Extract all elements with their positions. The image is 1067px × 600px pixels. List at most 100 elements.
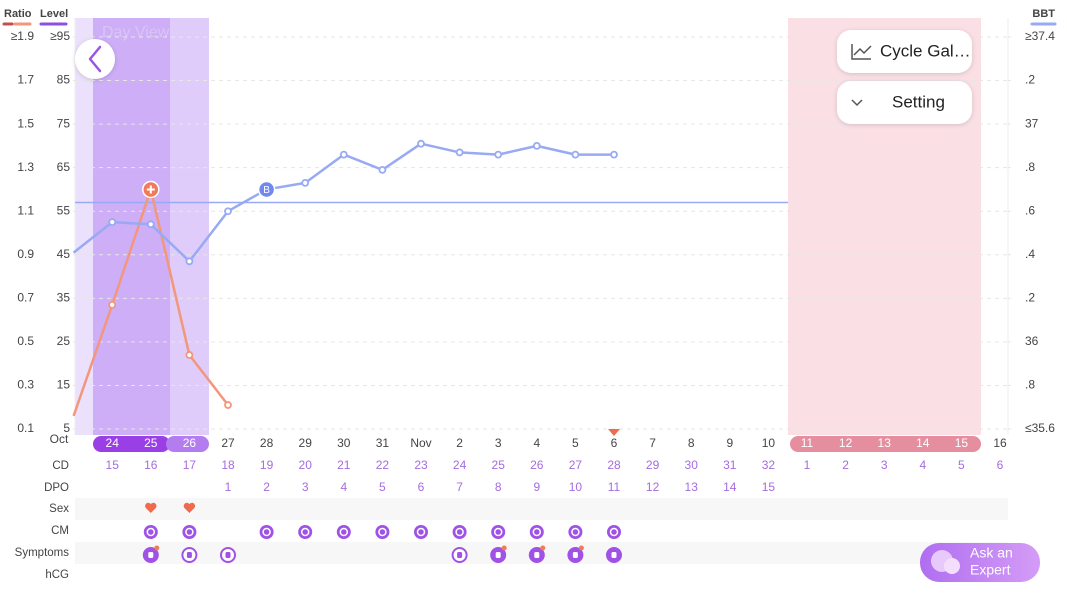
dpo-value: 11 (608, 480, 621, 494)
cd-value: 28 (607, 458, 621, 472)
point (301, 179, 310, 187)
y-tick-label: 0.7 (17, 291, 34, 305)
row-stripe (75, 498, 1008, 520)
x-tick-label: 26 (183, 436, 197, 450)
x-tick-label: 7 (649, 436, 656, 450)
point (378, 165, 387, 174)
y-tick-label: 0.1 (17, 421, 34, 435)
cd-value: 27 (569, 458, 583, 472)
y2-tick-label: .4 (1025, 247, 1035, 261)
point (224, 207, 232, 216)
y-tick-label: 0.9 (17, 247, 34, 261)
sex-icon (183, 502, 196, 513)
cd-value: 4 (919, 458, 926, 472)
cm-icon (375, 525, 390, 539)
point (571, 150, 580, 159)
cd-value: 1 (804, 458, 811, 472)
cm-icon (143, 525, 158, 539)
level-tick-label: 55 (57, 203, 71, 217)
point (185, 257, 194, 266)
back-button[interactable] (75, 39, 115, 79)
cycle-button[interactable]: Cycle Gal… (837, 30, 972, 73)
x-tick-label: 8 (688, 436, 695, 450)
bbt-marker (257, 180, 276, 199)
cd-value: 5 (958, 458, 965, 472)
point (224, 401, 232, 409)
cm-icon (568, 525, 583, 539)
y2-tick-label: ≤35.6 (1025, 421, 1055, 435)
cd-value: 31 (723, 458, 737, 472)
dpo-value: 12 (646, 480, 660, 494)
symptom-dot (501, 545, 507, 551)
expert-button[interactable]: Ask an Expert (920, 543, 1040, 582)
x-tick-label: 10 (762, 436, 776, 450)
setting-button[interactable]: Setting (837, 81, 972, 124)
cm-icon-inner (339, 527, 349, 537)
x-tick-label: 14 (916, 436, 930, 450)
legend-label: BBT (1032, 8, 1055, 20)
y-tick-label: ≥1.9 (11, 29, 35, 43)
cd-value: 21 (337, 458, 351, 472)
dpo-value: 3 (302, 480, 309, 494)
point (108, 218, 117, 227)
symptom-icon-inner (148, 552, 154, 558)
y-tick-label: 1.1 (17, 203, 34, 217)
x-tick-label: 15 (955, 436, 969, 450)
cm-icon (259, 525, 274, 539)
dpo-value: 10 (569, 480, 583, 494)
cm-icon-inner (262, 527, 271, 537)
cd-value: 24 (453, 458, 467, 472)
band (170, 18, 209, 435)
dpo-value: 5 (379, 480, 386, 494)
cd-value: 22 (376, 458, 390, 472)
cm-icon-inner (378, 527, 387, 537)
symptom-dot (578, 545, 584, 551)
cd-value: 32 (762, 458, 776, 472)
y2-tick-label: .8 (1025, 378, 1035, 392)
dpo-value: 4 (340, 480, 347, 494)
cm-icon (529, 525, 544, 539)
x-tick-label: 12 (839, 436, 853, 450)
point (339, 150, 348, 159)
point (610, 150, 618, 159)
button-label: Ask an (970, 545, 1013, 561)
x-tick-label: 25 (144, 436, 158, 450)
symptom-icon-inner (572, 552, 578, 558)
x-tick-label: 11 (801, 436, 814, 450)
dpo-value: 15 (762, 480, 776, 494)
level-tick-label: 75 (57, 116, 71, 130)
level-tick-label: 5 (63, 421, 70, 435)
dpo-value: 1 (225, 480, 232, 494)
dpo-value: 2 (263, 480, 270, 494)
button-label: Expert (970, 562, 1011, 578)
x-tick-label: 5 (572, 436, 579, 450)
point (455, 148, 464, 157)
cm-icon (607, 525, 621, 539)
x-tick-label: 2 (456, 436, 463, 450)
row-label: Symptoms (15, 547, 70, 559)
row-label: Sex (49, 503, 69, 515)
cm-icon-inner (609, 527, 619, 537)
y2-tick-label: 37 (1025, 116, 1039, 130)
cm-icon-inner (571, 527, 580, 537)
cd-value: 23 (414, 458, 428, 472)
cm-icon-inner (416, 527, 426, 537)
day-view-label: Day View (102, 24, 170, 41)
x-tick-label: 4 (533, 436, 540, 450)
x-tick-label: 31 (376, 436, 390, 450)
cm-icon-inner (300, 527, 310, 537)
cd-value: 20 (299, 458, 313, 472)
cd-value: 26 (530, 458, 544, 472)
x-tick-label: 28 (260, 436, 274, 450)
cm-icon (336, 525, 351, 539)
symptom-icon-inner (534, 552, 540, 558)
y-tick-label: 0.3 (17, 378, 34, 392)
y-tick-label: 1.7 (17, 73, 34, 87)
sex-icon (145, 502, 157, 513)
cm-icon (491, 525, 506, 539)
symptom-icon-inner (186, 552, 192, 558)
cd-value: 2 (842, 458, 849, 472)
month-label: Oct (50, 432, 69, 446)
cd-value: 19 (260, 458, 274, 472)
